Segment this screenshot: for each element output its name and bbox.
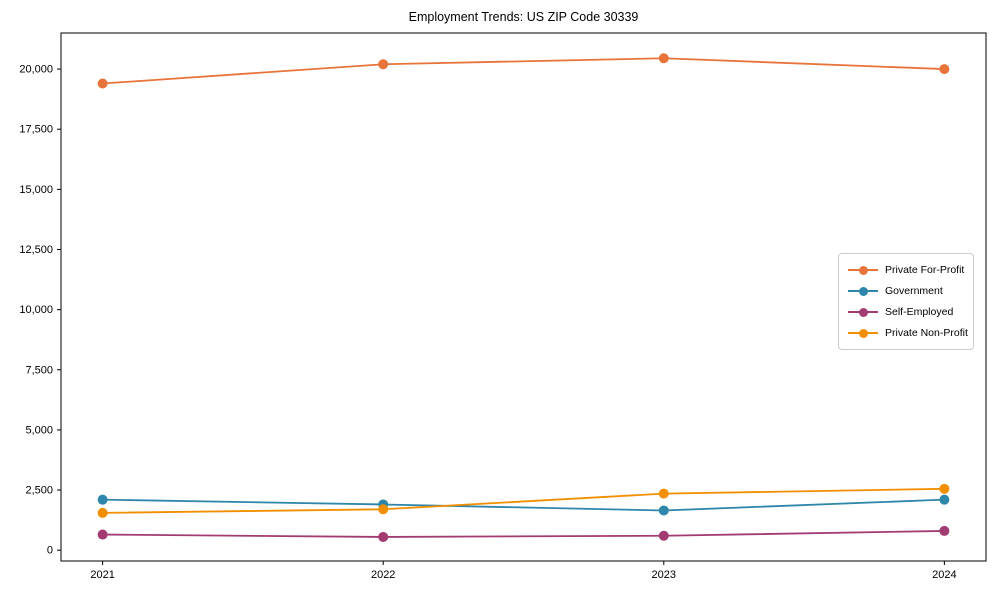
legend: Private For-Profit Government Self-Employe… xyxy=(838,253,974,350)
legend-item: Government xyxy=(848,283,964,299)
y-tick-label: 5,000 xyxy=(25,424,53,436)
legend-item: Private Non-Profit xyxy=(848,325,968,341)
legend-line-marker-icon xyxy=(848,307,878,317)
data-point-marker xyxy=(658,530,669,541)
series-line xyxy=(102,498,945,512)
legend-line-marker-icon xyxy=(848,286,878,296)
legend-item: Self-Employed xyxy=(848,304,964,320)
y-tick-label: 7,500 xyxy=(25,364,53,376)
legend-label: Private For-Profit xyxy=(885,264,965,276)
series-line xyxy=(102,487,945,514)
x-tick-label: 2023 xyxy=(652,569,676,581)
data-point-marker xyxy=(658,505,669,516)
x-tick-label: 2021 xyxy=(90,569,114,581)
series-line xyxy=(102,57,945,85)
data-point-marker xyxy=(658,488,669,499)
data-point-marker xyxy=(939,483,950,494)
data-point-marker xyxy=(378,504,389,515)
y-tick-label: 10,000 xyxy=(19,304,53,316)
data-point-marker xyxy=(97,494,108,505)
data-point-marker xyxy=(97,507,108,518)
y-tick-label: 15,000 xyxy=(19,184,53,196)
data-point-marker xyxy=(97,529,108,540)
legend-item: Private For-Profit xyxy=(848,262,964,278)
data-point-marker xyxy=(658,53,669,64)
legend-line-marker-icon xyxy=(848,265,878,275)
legend-label: Self-Employed xyxy=(885,306,954,318)
legend-label: Government xyxy=(885,285,943,297)
x-tick-label: 2024 xyxy=(932,569,956,581)
legend-line-marker-icon xyxy=(848,328,878,338)
data-point-marker xyxy=(939,525,950,536)
x-tick-label: 2022 xyxy=(371,569,395,581)
data-point-marker xyxy=(939,64,950,75)
y-tick-label: 17,500 xyxy=(19,124,53,136)
data-point-marker xyxy=(939,494,950,505)
y-tick-label: 2,500 xyxy=(25,485,53,497)
axes-box xyxy=(60,32,987,562)
series-line xyxy=(102,530,945,538)
y-tick-label: 20,000 xyxy=(19,64,53,76)
chart-title: Employment Trends: US ZIP Code 30339 xyxy=(408,10,639,24)
legend-label: Private Non-Profit xyxy=(885,327,968,339)
y-tick-label: 12,500 xyxy=(19,244,53,256)
data-point-marker xyxy=(378,531,389,542)
data-point-marker xyxy=(378,59,389,70)
y-tick-label: 0 xyxy=(47,545,53,557)
data-point-marker xyxy=(97,78,108,89)
